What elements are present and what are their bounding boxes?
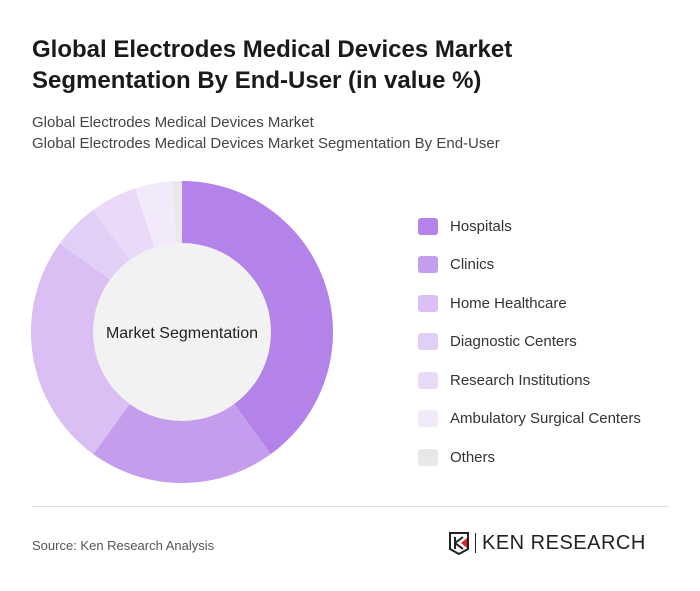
legend-swatch [418,410,438,428]
legend-item: Others [418,438,641,477]
donut-center [93,243,271,421]
legend-label: Others [450,448,496,466]
legend-label: Ambulatory Surgical Centers [450,410,641,428]
legend-item: Ambulatory Surgical Centers [418,400,641,439]
chart-title: Global Electrodes Medical Devices Market… [32,36,513,94]
legend-swatch [418,294,438,312]
donut-chart: Market Segmentation [30,181,333,483]
legend-swatch [418,371,438,389]
subtitle-segmentation: Global Electrodes Medical Devices Market… [32,135,500,152]
legend-label: Clinics [450,256,495,274]
subtitle-market: Global Electrodes Medical Devices Market [32,114,314,131]
legend-item: Research Institutions [418,361,641,400]
ken-research-logo: KEN RESEARCH [448,531,646,555]
legend-label: Research Institutions [450,371,591,389]
legend-item: Hospitals [418,207,641,246]
legend-item: Home Healthcare [418,284,641,323]
legend-label: Home Healthcare [450,294,567,312]
legend-swatch [418,256,438,274]
divider [32,506,668,507]
legend-swatch [418,448,438,466]
legend-item: Clinics [418,246,641,285]
ken-logo-icon [449,532,469,555]
logo-text: KEN RESEARCH [482,531,646,554]
legend-swatch [418,217,438,235]
legend-swatch [418,333,438,351]
source-note: Source: Ken Research Analysis [32,538,215,553]
center-label: Market Segmentation [106,325,258,342]
legend: Hospitals Clinics Home Healthcare Diagnosti… [418,207,641,477]
legend-label: Diagnostic Centers [450,333,577,351]
legend-label: Hospitals [450,217,512,235]
legend-item: Diagnostic Centers [418,323,641,362]
